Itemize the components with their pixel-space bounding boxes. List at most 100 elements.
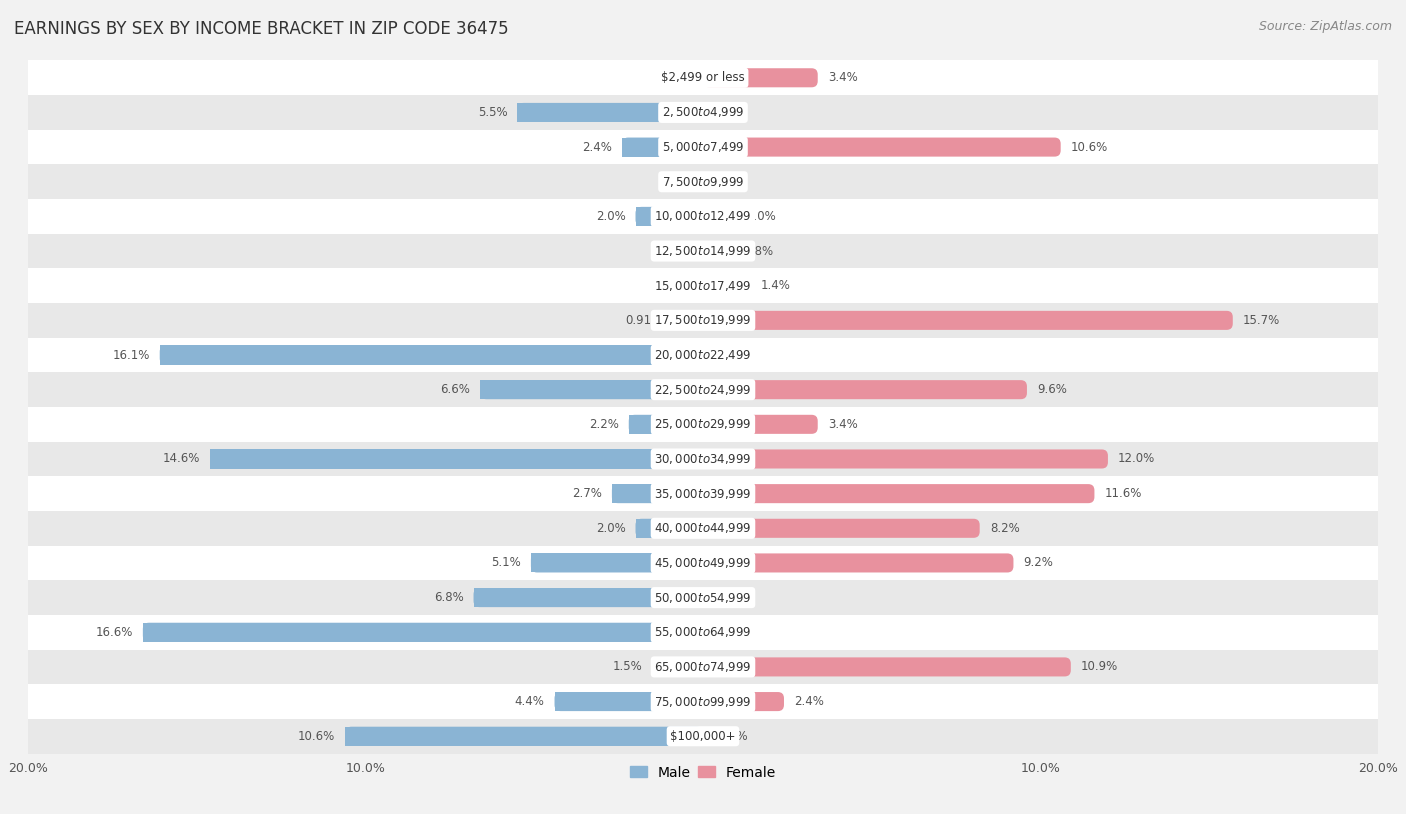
Text: 9.6%: 9.6% xyxy=(1038,383,1067,396)
Bar xyxy=(697,173,703,191)
Bar xyxy=(160,345,703,365)
Text: $30,000 to $34,999: $30,000 to $34,999 xyxy=(654,452,752,466)
Text: $5,000 to $7,499: $5,000 to $7,499 xyxy=(662,140,744,154)
Bar xyxy=(28,442,1378,476)
Bar xyxy=(636,519,703,538)
Bar xyxy=(628,415,703,434)
Bar xyxy=(28,338,1378,372)
FancyBboxPatch shape xyxy=(612,484,703,503)
Bar xyxy=(28,199,1378,234)
Text: 1.0%: 1.0% xyxy=(747,210,776,223)
Text: $25,000 to $29,999: $25,000 to $29,999 xyxy=(654,418,752,431)
Bar xyxy=(703,103,709,122)
Text: $75,000 to $99,999: $75,000 to $99,999 xyxy=(654,694,752,708)
FancyBboxPatch shape xyxy=(672,311,703,330)
Text: $35,000 to $39,999: $35,000 to $39,999 xyxy=(654,487,752,501)
FancyBboxPatch shape xyxy=(703,276,751,295)
FancyBboxPatch shape xyxy=(143,623,703,641)
Text: 0.0%: 0.0% xyxy=(718,106,748,119)
FancyBboxPatch shape xyxy=(703,207,737,226)
Text: 10.6%: 10.6% xyxy=(298,729,335,742)
Bar xyxy=(28,685,1378,719)
Bar xyxy=(346,727,703,746)
Text: 0.0%: 0.0% xyxy=(658,72,688,85)
Text: 10.6%: 10.6% xyxy=(1071,141,1108,154)
Bar xyxy=(28,372,1378,407)
Text: 14.6%: 14.6% xyxy=(163,453,200,466)
Text: 2.0%: 2.0% xyxy=(596,522,626,535)
Bar xyxy=(554,692,703,711)
Text: 8.2%: 8.2% xyxy=(990,522,1019,535)
Text: 6.6%: 6.6% xyxy=(440,383,470,396)
Bar xyxy=(621,138,703,156)
Bar xyxy=(143,623,703,641)
FancyBboxPatch shape xyxy=(703,449,1108,469)
Text: 0.0%: 0.0% xyxy=(658,175,688,188)
FancyBboxPatch shape xyxy=(652,658,703,676)
Text: 2.7%: 2.7% xyxy=(572,487,602,500)
Bar xyxy=(612,484,703,503)
Text: 0.0%: 0.0% xyxy=(658,244,688,257)
FancyBboxPatch shape xyxy=(211,449,703,469)
Bar xyxy=(28,164,1378,199)
FancyBboxPatch shape xyxy=(531,554,703,572)
FancyBboxPatch shape xyxy=(703,311,1233,330)
Text: 2.4%: 2.4% xyxy=(794,695,824,708)
FancyBboxPatch shape xyxy=(554,692,703,711)
FancyBboxPatch shape xyxy=(517,103,703,122)
Text: $2,499 or less: $2,499 or less xyxy=(661,72,745,85)
Text: 11.6%: 11.6% xyxy=(1105,487,1142,500)
Text: 0.0%: 0.0% xyxy=(718,175,748,188)
FancyBboxPatch shape xyxy=(636,519,703,538)
Text: 0.0%: 0.0% xyxy=(658,279,688,292)
Text: $40,000 to $44,999: $40,000 to $44,999 xyxy=(654,521,752,536)
FancyBboxPatch shape xyxy=(703,415,818,434)
Text: 0.0%: 0.0% xyxy=(718,626,748,639)
FancyBboxPatch shape xyxy=(703,484,1094,503)
FancyBboxPatch shape xyxy=(703,380,1026,399)
Text: $20,000 to $22,499: $20,000 to $22,499 xyxy=(654,348,752,362)
FancyBboxPatch shape xyxy=(703,692,785,711)
Legend: Male, Female: Male, Female xyxy=(624,760,782,785)
FancyBboxPatch shape xyxy=(636,207,703,226)
Text: $45,000 to $49,999: $45,000 to $49,999 xyxy=(654,556,752,570)
Text: 16.1%: 16.1% xyxy=(112,348,149,361)
Bar xyxy=(28,129,1378,164)
Bar xyxy=(28,60,1378,95)
Bar xyxy=(697,68,703,87)
Text: 0.0%: 0.0% xyxy=(718,348,748,361)
Bar xyxy=(28,545,1378,580)
Text: 0.0%: 0.0% xyxy=(718,591,748,604)
Bar xyxy=(28,650,1378,685)
Text: 5.5%: 5.5% xyxy=(478,106,508,119)
Text: Source: ZipAtlas.com: Source: ZipAtlas.com xyxy=(1258,20,1392,33)
Text: 12.0%: 12.0% xyxy=(1118,453,1156,466)
Bar xyxy=(531,554,703,572)
FancyBboxPatch shape xyxy=(346,727,703,746)
Bar xyxy=(28,269,1378,303)
Text: 0.68%: 0.68% xyxy=(737,244,773,257)
Text: 0.91%: 0.91% xyxy=(624,314,662,327)
FancyBboxPatch shape xyxy=(703,658,1071,676)
Text: 2.0%: 2.0% xyxy=(596,210,626,223)
Bar xyxy=(703,345,709,365)
FancyBboxPatch shape xyxy=(703,519,980,538)
Text: 5.1%: 5.1% xyxy=(491,557,520,570)
Bar xyxy=(28,511,1378,545)
Bar xyxy=(28,407,1378,442)
Text: 1.5%: 1.5% xyxy=(613,660,643,673)
FancyBboxPatch shape xyxy=(474,588,703,607)
Bar xyxy=(697,242,703,260)
Text: 2.2%: 2.2% xyxy=(589,418,619,431)
Text: 15.7%: 15.7% xyxy=(1243,314,1279,327)
FancyBboxPatch shape xyxy=(703,242,725,260)
Text: 3.4%: 3.4% xyxy=(828,72,858,85)
Text: 1.4%: 1.4% xyxy=(761,279,790,292)
Text: 10.9%: 10.9% xyxy=(1081,660,1118,673)
FancyBboxPatch shape xyxy=(160,345,703,365)
Bar xyxy=(28,476,1378,511)
Text: 0.0%: 0.0% xyxy=(718,729,748,742)
Text: $7,500 to $9,999: $7,500 to $9,999 xyxy=(662,175,744,189)
Bar xyxy=(28,615,1378,650)
Bar xyxy=(517,103,703,122)
